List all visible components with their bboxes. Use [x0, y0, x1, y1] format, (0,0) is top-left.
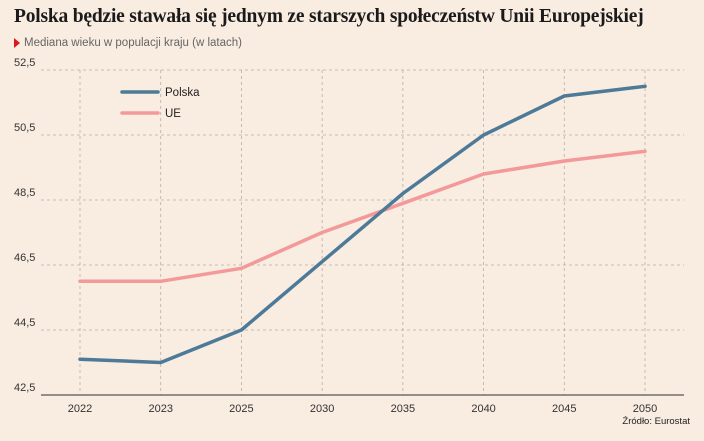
axes: 52,5 50,5 48,5 46,5 44,5 42,5 2022 2023 2025 2030… [14, 57, 684, 415]
series-lines [78, 84, 647, 365]
x-tick-label: 2045 [552, 403, 576, 415]
y-tick-label: 46,5 [14, 252, 35, 264]
chart-subtitle-text: Mediana wieku w populacji kraju (w latac… [24, 37, 242, 49]
triangle-marker-icon [14, 38, 20, 48]
series-line-ue [78, 149, 647, 284]
y-tick-label: 52,5 [14, 57, 35, 69]
x-tick-label: 2050 [633, 403, 657, 415]
x-tick-label: 2035 [391, 403, 415, 415]
x-tick-label: 2023 [148, 403, 172, 415]
legend-label-polska: Polska [165, 87, 200, 99]
y-tick-label: 42,5 [14, 382, 35, 394]
chart-title: Polska będzie stawała się jednym ze star… [14, 6, 644, 27]
chart-subtitle: Mediana wieku w populacji kraju (w latac… [14, 37, 242, 49]
x-tick-label: 2040 [471, 403, 495, 415]
x-tick-label: 2030 [310, 403, 334, 415]
y-tick-label: 44,5 [14, 317, 35, 329]
grid-lines [41, 69, 684, 395]
legend: Polska UE [120, 87, 200, 120]
source-note: Źródło: Eurostat [622, 416, 690, 427]
x-tick-label: 2025 [229, 403, 253, 415]
x-tick-label: 2022 [68, 403, 92, 415]
legend-label-ue: UE [165, 108, 181, 120]
y-tick-label: 50,5 [14, 122, 35, 134]
y-tick-label: 48,5 [14, 187, 35, 199]
series-line-polska [78, 84, 647, 365]
